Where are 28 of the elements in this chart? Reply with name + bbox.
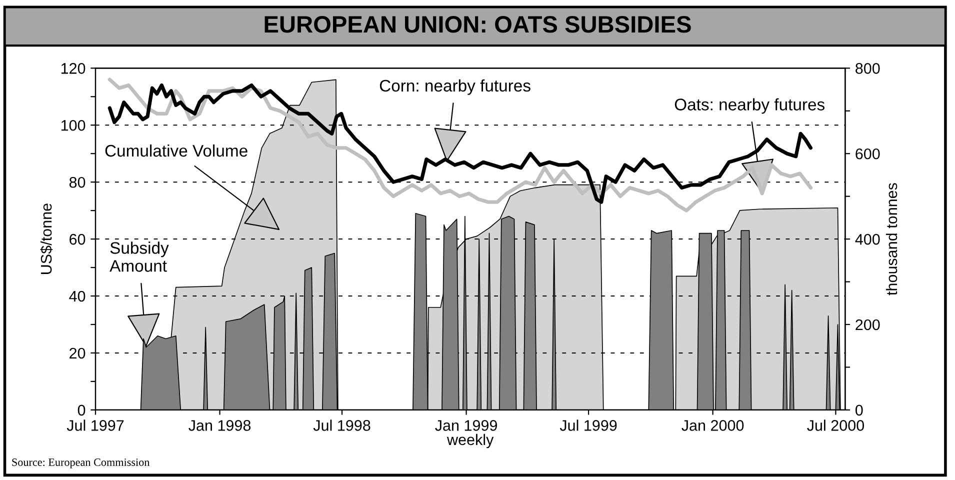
y-tick-label: 40 [69,290,86,302]
source-note: Source: European Commission [12,458,150,468]
y2-tick-label: 0 [855,404,863,416]
annotation: Oats: nearby futures [674,98,825,114]
chart-title: EUROPEAN UNION: OATS SUBSIDIES [264,16,691,33]
x-tick-label: Jul 2000 [807,420,864,431]
y-tick-label: 100 [61,120,86,131]
y2-tick-label: 800 [856,63,880,74]
y-tick-label: 120 [61,63,86,74]
y2-tick-label: 600 [856,148,880,160]
y2-tick-label: 200 [856,319,880,330]
y2-axis-title: thousand tonnes [886,183,898,296]
x-tick-label: Jan 1999 [435,420,497,431]
y-axis-title: US$/tonne [40,204,53,274]
x-tick-label: Jul 1999 [560,420,617,431]
annotation: Cumulative Volume [105,144,248,157]
x-tick-label: Jan 2000 [682,420,744,431]
annotation: Corn: nearby futures [380,79,530,95]
y-tick-label: 80 [69,176,86,188]
x-axis-title: weekly [446,434,494,448]
annotation: Subsidy Amount [110,242,169,272]
y-tick-label: 0 [78,404,86,416]
y-tick-label: 20 [70,348,86,359]
y-tick-label: 60 [70,234,86,245]
y2-tick-label: 400 [855,234,880,245]
x-tick-label: Jan 1998 [188,420,251,431]
x-tick-label: Jul 1997 [66,420,124,431]
x-tick-label: Jul 1998 [313,420,370,431]
